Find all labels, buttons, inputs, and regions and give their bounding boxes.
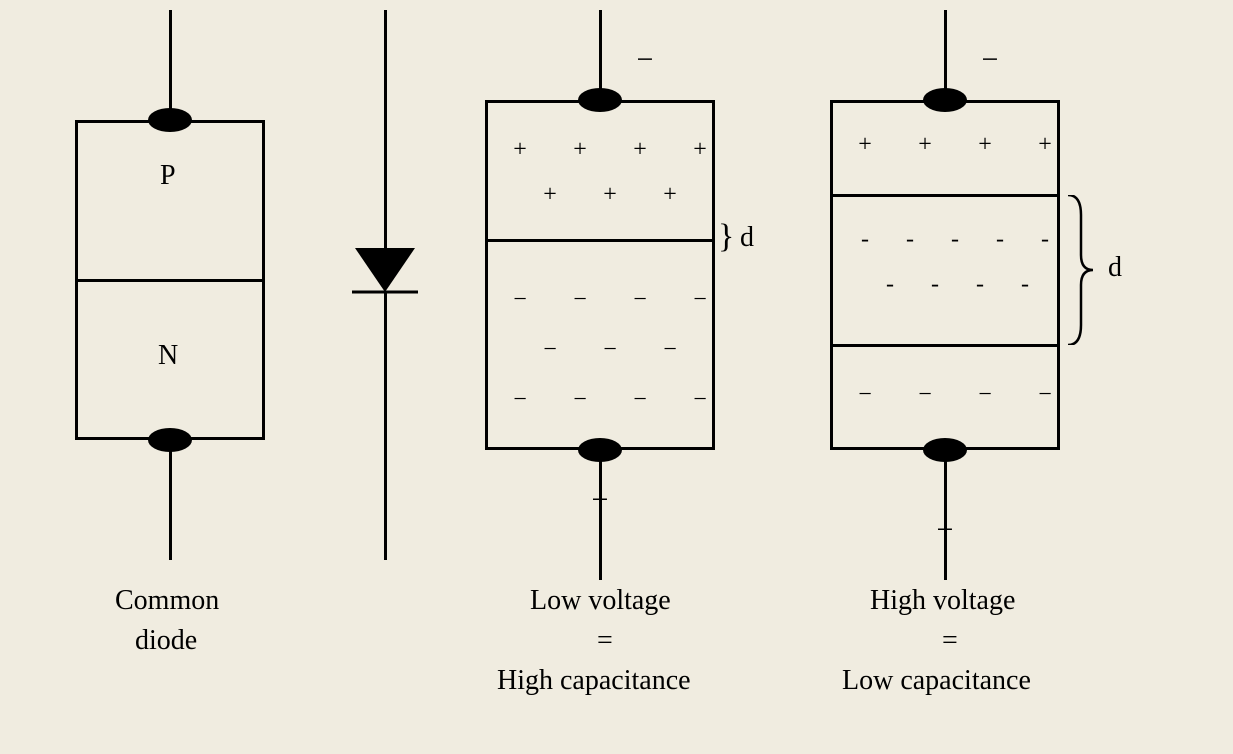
dash-icon: -: [861, 227, 869, 254]
minus-icon: −: [693, 387, 707, 414]
diode-wire-top: [384, 10, 387, 248]
dash-icon: -: [951, 227, 959, 254]
highv-title-line3: Low capacitance: [842, 665, 1031, 697]
plus-icon: +: [858, 132, 872, 159]
dash-icon: -: [976, 272, 984, 299]
lowv-d-label: d: [740, 222, 754, 254]
diode-wire-bottom: [384, 292, 387, 560]
minus-icon: −: [633, 287, 647, 314]
plus-icon: +: [978, 132, 992, 159]
highv-bottom-sign: +: [937, 513, 954, 547]
minus-icon: −: [1038, 382, 1052, 409]
minus-icon: −: [603, 337, 617, 364]
plus-icon: +: [663, 182, 677, 209]
minus-icon: −: [573, 287, 587, 314]
plus-icon: +: [1038, 132, 1052, 159]
highv-divider-top: [830, 194, 1060, 197]
dash-icon: -: [886, 272, 894, 299]
lowv-divider: [485, 239, 715, 242]
lowv-wire-top: [599, 10, 602, 100]
minus-icon: −: [858, 382, 872, 409]
diagram-canvas: P N Common diode − + + + + + + + − − − −…: [0, 0, 1233, 754]
lowv-title-line3: High capacitance: [497, 665, 691, 697]
dash-icon: -: [906, 227, 914, 254]
plus-icon: +: [513, 137, 527, 164]
highv-wire-top: [944, 10, 947, 100]
lowv-top-sign: −: [637, 43, 654, 77]
lowv-title-line2: =: [597, 625, 613, 657]
plus-icon: +: [633, 137, 647, 164]
lowv-d-brace: }: [718, 218, 734, 256]
minus-icon: −: [543, 337, 557, 364]
highv-d-label: d: [1108, 252, 1122, 284]
highv-title-line1: High voltage: [870, 585, 1015, 617]
plus-icon: +: [918, 132, 932, 159]
plus-icon: +: [543, 182, 557, 209]
highv-top-sign: −: [982, 43, 999, 77]
lowv-bottom-sign: +: [592, 483, 609, 517]
common-diode-n-label: N: [158, 340, 178, 372]
minus-icon: −: [633, 387, 647, 414]
plus-icon: +: [603, 182, 617, 209]
common-diode-wire-bottom: [169, 440, 172, 560]
minus-icon: −: [978, 382, 992, 409]
minus-icon: −: [693, 287, 707, 314]
common-diode-divider: [75, 279, 265, 282]
dash-icon: -: [931, 272, 939, 299]
highv-title-line2: =: [942, 625, 958, 657]
plus-icon: +: [573, 137, 587, 164]
common-diode-label-line1: Common: [115, 585, 219, 617]
lowv-title-line1: Low voltage: [530, 585, 671, 617]
dash-icon: -: [1041, 227, 1049, 254]
minus-icon: −: [663, 337, 677, 364]
minus-icon: −: [573, 387, 587, 414]
common-diode-label-line2: diode: [135, 625, 197, 657]
highv-d-brace-icon: [1063, 195, 1103, 345]
dash-icon: -: [996, 227, 1004, 254]
common-diode-wire-top: [169, 10, 172, 120]
highv-divider-bottom: [830, 344, 1060, 347]
plus-icon: +: [693, 137, 707, 164]
dash-icon: -: [1021, 272, 1029, 299]
minus-icon: −: [918, 382, 932, 409]
minus-icon: −: [513, 287, 527, 314]
common-diode-p-label: P: [160, 160, 176, 192]
minus-icon: −: [513, 387, 527, 414]
